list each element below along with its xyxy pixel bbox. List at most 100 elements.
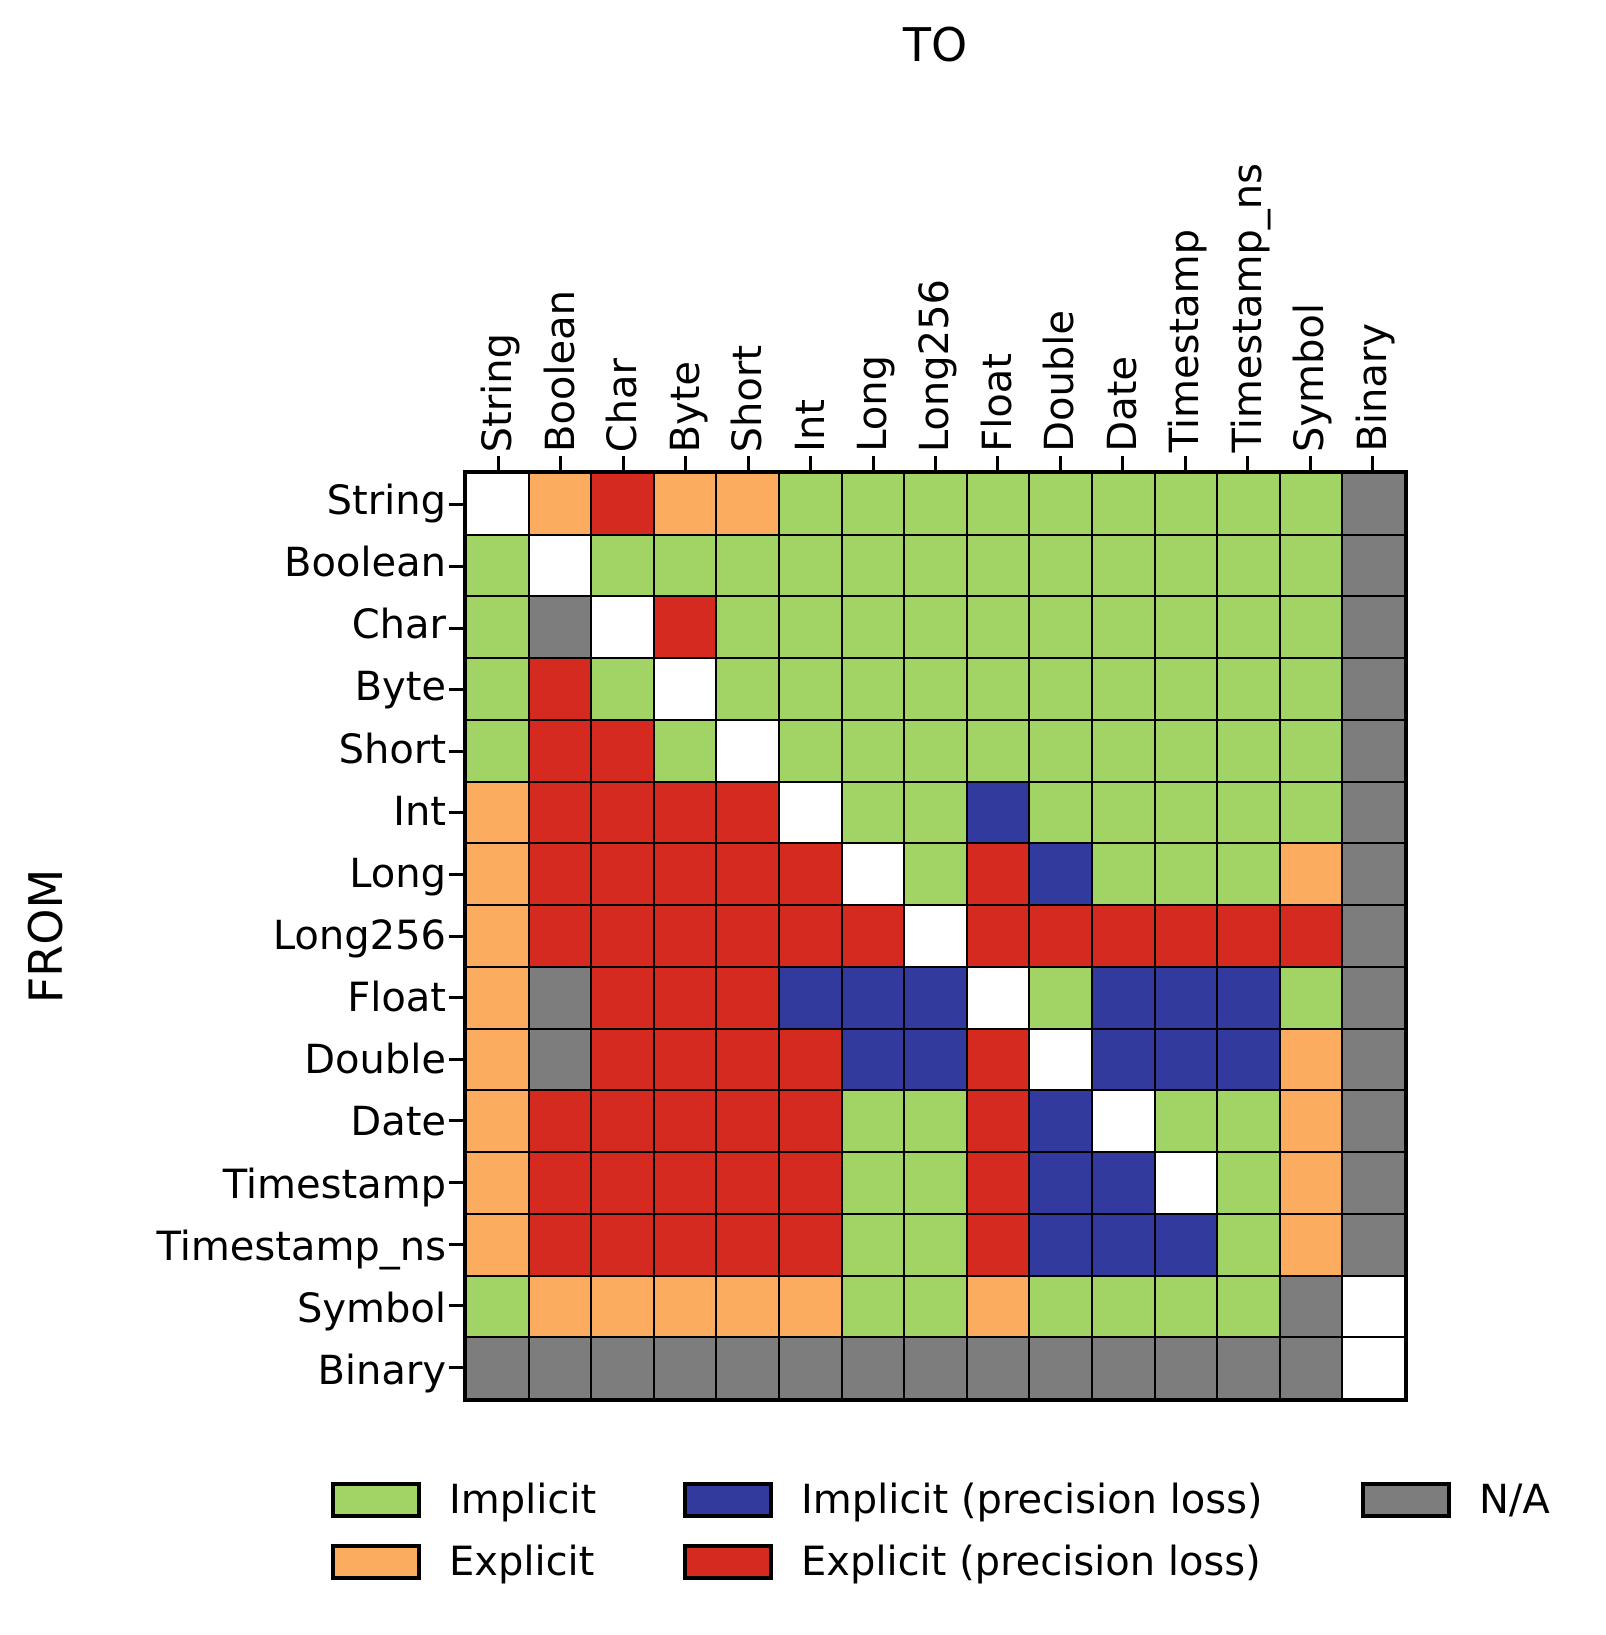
cell-int-to-long bbox=[842, 782, 904, 843]
row-label-double: Double bbox=[304, 1037, 446, 1084]
cell-symbol-to-double bbox=[1030, 1276, 1091, 1337]
left-tick bbox=[449, 1365, 463, 1369]
cell-symbol-to-int bbox=[779, 1276, 841, 1337]
cell-boolean-to-char bbox=[592, 535, 653, 596]
cell-short-to-date bbox=[1092, 720, 1154, 781]
cell-date-to-int bbox=[779, 1091, 841, 1152]
cell-long-to-int bbox=[779, 844, 841, 905]
row-label-short: Short bbox=[338, 726, 446, 773]
col-label-timestamp: Timestamp bbox=[1162, 228, 1209, 452]
col-label-cell: Timestamp bbox=[1154, 80, 1216, 452]
top-tick bbox=[1183, 456, 1187, 470]
cell-string-to-byte bbox=[654, 474, 716, 534]
cell-float-to-byte bbox=[654, 967, 716, 1028]
cell-char-to-date bbox=[1092, 597, 1154, 658]
cell-long256-to-char bbox=[592, 906, 653, 966]
cell-timestamp_ns-to-timestamp bbox=[1155, 1214, 1217, 1275]
cell-binary-to-long bbox=[842, 1338, 904, 1398]
cell-date-to-long bbox=[842, 1091, 904, 1152]
cell-int-to-char bbox=[592, 782, 653, 843]
cell-short-to-short bbox=[717, 720, 778, 781]
cell-short-to-char bbox=[592, 720, 653, 781]
top-tick bbox=[871, 456, 875, 470]
top-tick bbox=[996, 456, 1000, 470]
cell-int-to-byte bbox=[654, 782, 716, 843]
top-tick bbox=[1308, 456, 1312, 470]
cell-short-to-string bbox=[467, 720, 528, 781]
legend-item-explicit-precision-loss: Explicit (precision loss) bbox=[683, 1542, 1261, 1582]
cell-boolean-to-boolean bbox=[529, 535, 591, 596]
cell-binary-to-boolean bbox=[529, 1338, 591, 1398]
cell-timestamp-to-string bbox=[467, 1153, 528, 1213]
cell-short-to-double bbox=[1030, 720, 1091, 781]
cell-double-to-long bbox=[842, 1029, 904, 1090]
cell-char-to-symbol bbox=[1280, 597, 1342, 658]
cell-string-to-symbol bbox=[1280, 474, 1342, 534]
cell-char-to-binary bbox=[1343, 597, 1404, 658]
cell-date-to-timestamp_ns bbox=[1218, 1091, 1279, 1152]
cell-char-to-string bbox=[467, 597, 528, 658]
left-tick bbox=[449, 564, 463, 568]
cell-string-to-timestamp bbox=[1155, 474, 1217, 534]
cell-byte-to-double bbox=[1030, 659, 1091, 719]
cell-timestamp_ns-to-boolean bbox=[529, 1214, 591, 1275]
top-tick bbox=[1246, 456, 1250, 470]
col-label-float: Float bbox=[974, 353, 1021, 452]
cell-date-to-binary bbox=[1343, 1091, 1404, 1152]
cell-date-to-symbol bbox=[1280, 1091, 1342, 1152]
col-label-string: String bbox=[475, 332, 522, 452]
col-label-cell: Binary bbox=[1342, 80, 1404, 452]
cell-symbol-to-char bbox=[592, 1276, 653, 1337]
cell-short-to-timestamp_ns bbox=[1218, 720, 1279, 781]
cell-float-to-long bbox=[842, 967, 904, 1028]
legend-item-explicit: Explicit bbox=[331, 1542, 594, 1582]
cell-long-to-byte bbox=[654, 844, 716, 905]
cell-long-to-string bbox=[467, 844, 528, 905]
cell-timestamp_ns-to-int bbox=[779, 1214, 841, 1275]
cell-double-to-short bbox=[717, 1029, 778, 1090]
cell-symbol-to-short bbox=[717, 1276, 778, 1337]
cell-double-to-symbol bbox=[1280, 1029, 1342, 1090]
cell-timestamp_ns-to-date bbox=[1092, 1214, 1154, 1275]
cell-timestamp-to-binary bbox=[1343, 1153, 1404, 1213]
cell-long256-to-timestamp bbox=[1155, 906, 1217, 966]
cell-byte-to-date bbox=[1092, 659, 1154, 719]
cell-double-to-float bbox=[967, 1029, 1029, 1090]
cell-boolean-to-double bbox=[1030, 535, 1091, 596]
cell-int-to-symbol bbox=[1280, 782, 1342, 843]
cell-byte-to-long256 bbox=[905, 659, 966, 719]
cell-short-to-long256 bbox=[905, 720, 966, 781]
cell-binary-to-binary bbox=[1343, 1338, 1404, 1398]
cell-short-to-long bbox=[842, 720, 904, 781]
cell-date-to-byte bbox=[654, 1091, 716, 1152]
cell-float-to-symbol bbox=[1280, 967, 1342, 1028]
cell-float-to-double bbox=[1030, 967, 1091, 1028]
cell-int-to-double bbox=[1030, 782, 1091, 843]
cell-long-to-timestamp bbox=[1155, 844, 1217, 905]
cell-byte-to-long bbox=[842, 659, 904, 719]
cell-binary-to-float bbox=[967, 1338, 1029, 1398]
cell-timestamp-to-symbol bbox=[1280, 1153, 1342, 1213]
cell-long-to-long bbox=[842, 844, 904, 905]
cell-int-to-timestamp_ns bbox=[1218, 782, 1279, 843]
cell-long256-to-byte bbox=[654, 906, 716, 966]
cell-long256-to-date bbox=[1092, 906, 1154, 966]
cell-timestamp_ns-to-double bbox=[1030, 1214, 1091, 1275]
row-labels: String Boolean Char Byte Short Int Long Long256… bbox=[80, 470, 446, 1402]
cell-timestamp_ns-to-float bbox=[967, 1214, 1029, 1275]
left-tick bbox=[449, 1119, 463, 1123]
cell-short-to-timestamp bbox=[1155, 720, 1217, 781]
cell-int-to-date bbox=[1092, 782, 1154, 843]
cell-symbol-to-long bbox=[842, 1276, 904, 1337]
cell-int-to-binary bbox=[1343, 782, 1404, 843]
cell-long256-to-symbol bbox=[1280, 906, 1342, 966]
cell-string-to-binary bbox=[1343, 474, 1404, 534]
cell-long256-to-long bbox=[842, 906, 904, 966]
legend-label-explicit: Explicit bbox=[449, 1539, 595, 1585]
cell-string-to-timestamp_ns bbox=[1218, 474, 1279, 534]
cell-boolean-to-float bbox=[967, 535, 1029, 596]
cell-float-to-int bbox=[779, 967, 841, 1028]
row-label-string: String bbox=[326, 478, 446, 525]
cell-boolean-to-timestamp bbox=[1155, 535, 1217, 596]
